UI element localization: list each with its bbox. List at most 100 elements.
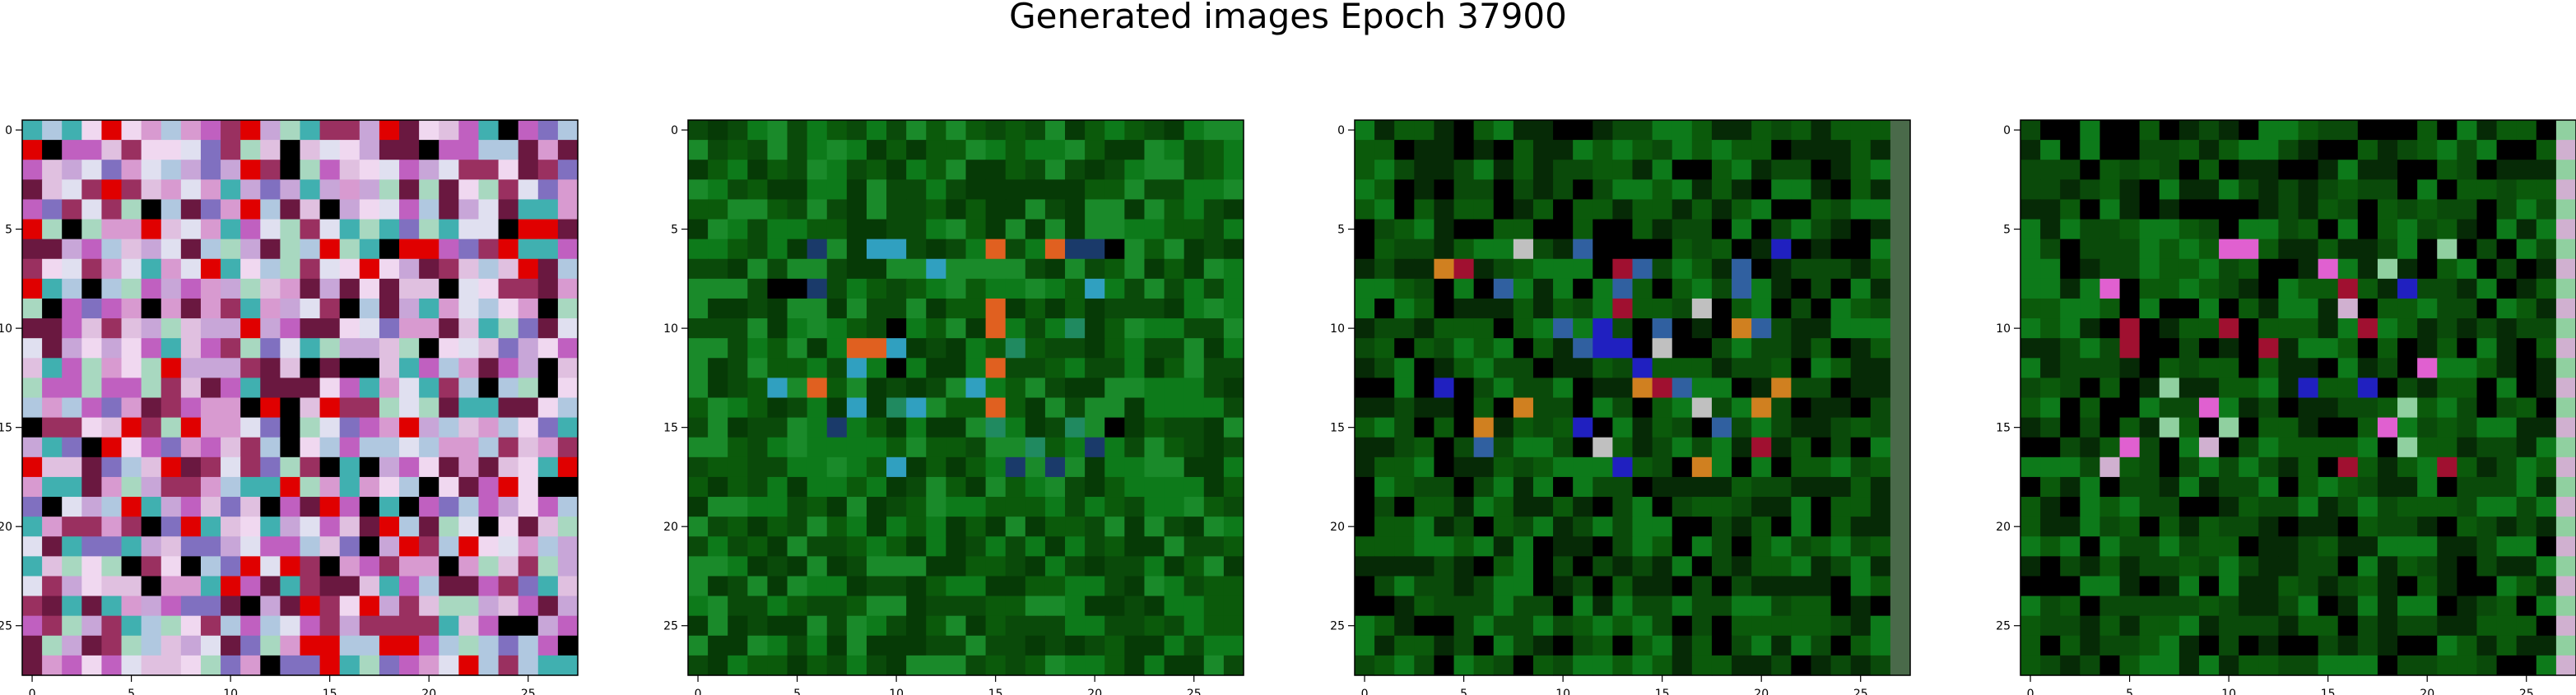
pixel-cell bbox=[1751, 199, 1772, 220]
pixel-cell bbox=[866, 595, 887, 617]
pixel-cell bbox=[180, 338, 202, 359]
pixel-cell bbox=[2457, 536, 2478, 557]
pixel-cell bbox=[2298, 378, 2319, 399]
pixel-cell bbox=[300, 378, 321, 399]
pixel-cell bbox=[221, 179, 241, 201]
pixel-cell bbox=[2099, 437, 2121, 458]
pixel-cell bbox=[787, 576, 808, 597]
pixel-cell bbox=[1164, 199, 1185, 220]
pixel-cell bbox=[379, 140, 400, 160]
pixel-cell bbox=[826, 120, 848, 141]
pixel-cell bbox=[1652, 595, 1673, 617]
pixel-cell bbox=[518, 397, 539, 419]
pixel-cell bbox=[2516, 219, 2537, 240]
pixel-cell bbox=[221, 576, 241, 597]
pixel-cell bbox=[1830, 239, 1852, 260]
pixel-cell bbox=[1532, 298, 1554, 319]
pixel-cell bbox=[2377, 556, 2398, 577]
pixel-cell bbox=[1434, 120, 1455, 141]
pixel-cell bbox=[339, 655, 360, 676]
pixel-cell bbox=[439, 140, 459, 160]
pixel-cell bbox=[2278, 199, 2299, 220]
pixel-cell bbox=[1414, 160, 1435, 180]
pixel-cell bbox=[1612, 595, 1634, 617]
pixel-cell bbox=[2159, 437, 2180, 458]
pixel-cell bbox=[2159, 595, 2180, 617]
pixel-cell bbox=[2357, 120, 2378, 141]
pixel-cell bbox=[2377, 338, 2398, 359]
pixel-cell bbox=[985, 655, 1007, 676]
pixel-cell bbox=[1044, 635, 1066, 656]
pixel-cell bbox=[1144, 417, 1165, 438]
pixel-cell bbox=[1691, 120, 1713, 141]
pixel-cell bbox=[160, 338, 182, 359]
pixel-cell bbox=[1811, 655, 1832, 676]
pixel-cell bbox=[180, 456, 202, 478]
pixel-cell bbox=[1044, 417, 1066, 438]
pixel-cell bbox=[1532, 655, 1554, 676]
pixel-cell bbox=[708, 437, 728, 458]
pixel-cell bbox=[2457, 298, 2478, 319]
pixel-cell bbox=[1124, 378, 1146, 399]
pixel-cell bbox=[1493, 318, 1514, 339]
pixel-cell bbox=[1890, 536, 1911, 557]
pixel-cell bbox=[101, 655, 123, 676]
pixel-cell bbox=[1672, 437, 1693, 458]
pixel-cell bbox=[22, 219, 43, 240]
pixel-cell bbox=[1632, 378, 1653, 399]
pixel-cell bbox=[439, 576, 459, 597]
pixel-cell bbox=[1612, 556, 1634, 577]
pixel-cell bbox=[1691, 517, 1713, 537]
pixel-cell bbox=[2496, 358, 2518, 378]
pixel-cell bbox=[1672, 179, 1693, 201]
pixel-cell bbox=[478, 497, 500, 517]
pixel-cell bbox=[1065, 298, 1086, 319]
pixel-cell bbox=[2536, 595, 2557, 617]
pixel-cell bbox=[2476, 160, 2498, 180]
pixel-cell bbox=[2239, 536, 2259, 557]
pixel-cell bbox=[22, 595, 43, 617]
pixel-cell bbox=[1850, 576, 1872, 597]
pixel-cell bbox=[1223, 120, 1244, 141]
pixel-cell bbox=[557, 615, 579, 637]
pixel-cell bbox=[2377, 595, 2398, 617]
y-tick-label: 20 bbox=[0, 521, 12, 534]
pixel-cell bbox=[2476, 278, 2498, 299]
pixel-cell bbox=[81, 318, 103, 339]
pixel-cell bbox=[1104, 160, 1125, 180]
pixel-cell bbox=[399, 318, 420, 339]
pixel-cell bbox=[2496, 417, 2518, 438]
pixel-cell bbox=[2139, 517, 2160, 537]
pixel-cell bbox=[1183, 517, 1205, 537]
pixel-cell bbox=[2159, 219, 2180, 240]
pixel-cell bbox=[1553, 239, 1574, 260]
pixel-cell bbox=[846, 476, 867, 498]
pixel-cell bbox=[2099, 358, 2121, 378]
pixel-cell bbox=[2337, 120, 2359, 141]
pixel-cell bbox=[1870, 160, 1891, 180]
pixel-cell bbox=[1355, 456, 1375, 478]
pixel-cell bbox=[2178, 576, 2200, 597]
pixel-cell bbox=[121, 476, 142, 498]
pixel-cell bbox=[886, 417, 907, 438]
pixel-cell bbox=[1025, 199, 1046, 220]
pixel-cell bbox=[200, 397, 221, 419]
pixel-cell bbox=[906, 160, 927, 180]
pixel-cell bbox=[1553, 179, 1574, 201]
pixel-cell bbox=[1532, 318, 1554, 339]
pixel-cell bbox=[379, 476, 400, 498]
pixel-cell bbox=[747, 378, 769, 399]
pixel-cell bbox=[906, 318, 927, 339]
pixel-cell bbox=[728, 179, 748, 201]
pixel-cell bbox=[1672, 397, 1693, 419]
pixel-cell bbox=[1850, 536, 1872, 557]
pixel-cell bbox=[2099, 258, 2121, 280]
pixel-cell bbox=[1691, 378, 1713, 399]
pixel-cell bbox=[1434, 595, 1455, 617]
pixel-cell bbox=[1164, 655, 1185, 676]
pixel-cell bbox=[2337, 179, 2359, 201]
pixel-cell bbox=[1434, 437, 1455, 458]
pixel-cell bbox=[1791, 437, 1812, 458]
pixel-cell bbox=[1044, 437, 1066, 458]
pixel-cell bbox=[906, 556, 927, 577]
